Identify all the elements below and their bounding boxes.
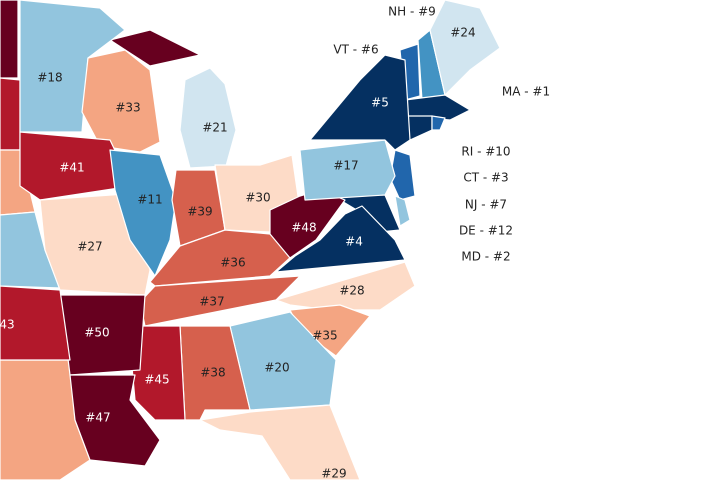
state-rank-label: #50 [84, 326, 109, 340]
state-rank-label: #41 [59, 161, 84, 175]
state-rank-label: #30 [245, 191, 270, 205]
state-rank-label: #28 [339, 284, 364, 298]
state-shape [275, 205, 406, 273]
callout-label: MD - #2 [461, 250, 510, 264]
state-shape [81, 49, 161, 153]
state-shape [275, 261, 416, 311]
state-rank-label: #21 [202, 121, 227, 135]
state-shape [394, 195, 411, 227]
state-rank-label: #36 [220, 256, 245, 270]
state-shape [429, 0, 501, 96]
state-shape [109, 29, 201, 67]
state-shape [199, 404, 361, 480]
state-rank-label: #35 [312, 329, 337, 343]
state-rank-label: #29 [321, 467, 346, 480]
state-rank-label: #5 [371, 96, 389, 110]
state-rank-label: #27 [77, 240, 102, 254]
state-rank-label: #48 [291, 221, 316, 235]
state-rank-label: #18 [37, 71, 62, 85]
state-shape [109, 149, 177, 277]
state-shape [69, 374, 161, 467]
state-rank-label: #11 [137, 193, 162, 207]
state-rank-label: #17 [333, 159, 358, 173]
state-shape [139, 275, 301, 327]
state-rank-label: #47 [85, 411, 110, 425]
state-shape [309, 54, 411, 151]
callout-label: MA - #1 [502, 85, 550, 99]
callout-label: NH - #9 [388, 5, 436, 19]
callout-label: RI - #10 [461, 145, 510, 159]
state-shape [0, 285, 71, 361]
callout-label: DE - #12 [459, 224, 513, 238]
state-rank-label: #43 [0, 318, 15, 332]
state-shape [19, 131, 133, 201]
state-shape [269, 189, 346, 259]
state-rank-label: #24 [450, 26, 475, 40]
state-rank-label: #45 [144, 373, 169, 387]
state-shape [179, 67, 237, 169]
callout-label: VT - #6 [333, 43, 378, 57]
state-shape [0, 0, 19, 79]
callout-label: NJ - #7 [465, 198, 507, 212]
callout-label: CT - #3 [463, 171, 508, 185]
state-rank-label: #39 [187, 205, 212, 219]
state-shape [431, 115, 446, 131]
state-rank-label: #20 [264, 361, 289, 375]
state-rank-label: #33 [115, 101, 140, 115]
state-rank-label: #37 [199, 295, 224, 309]
state-shape [299, 139, 396, 201]
state-shape [0, 77, 21, 151]
state-rank-label: #4 [345, 235, 363, 249]
state-rank-label: #38 [200, 366, 225, 380]
